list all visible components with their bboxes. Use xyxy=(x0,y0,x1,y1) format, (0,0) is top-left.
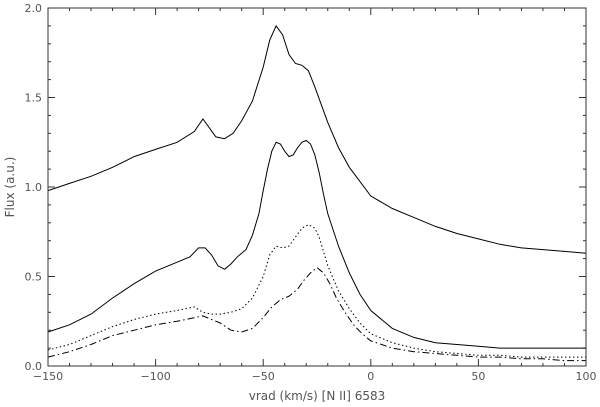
y-tick-label: 1.5 xyxy=(25,92,43,105)
series-line-4 xyxy=(47,266,586,362)
series-line-2 xyxy=(47,139,586,349)
plot-frame xyxy=(47,7,587,367)
series-layer xyxy=(47,24,587,362)
x-tick-label: −50 xyxy=(252,370,275,383)
x-tick-label: −100 xyxy=(140,370,170,383)
tick-labels-layer: −150 −100 −50 0 50 100 0.0 0.5 1.0 1.5 2.0 xyxy=(25,2,597,383)
series-line-3 xyxy=(47,224,586,358)
x-axis-label: vrad (km/s) [N II] 6583 xyxy=(249,389,386,403)
y-axis-label: Flux (a.u.) xyxy=(3,157,17,218)
y-tick-label: 2.0 xyxy=(25,2,43,15)
y-tick-label: 0.5 xyxy=(25,271,43,284)
ticks-layer xyxy=(47,7,587,367)
x-tick-label: 50 xyxy=(471,370,485,383)
x-tick-label: 0 xyxy=(367,370,374,383)
x-tick-label: −150 xyxy=(33,370,63,383)
series-line-1 xyxy=(47,24,587,254)
y-tick-label: 0.0 xyxy=(25,360,43,373)
y-tick-label: 1.0 xyxy=(25,181,43,194)
x-tick-label: 100 xyxy=(576,370,597,383)
